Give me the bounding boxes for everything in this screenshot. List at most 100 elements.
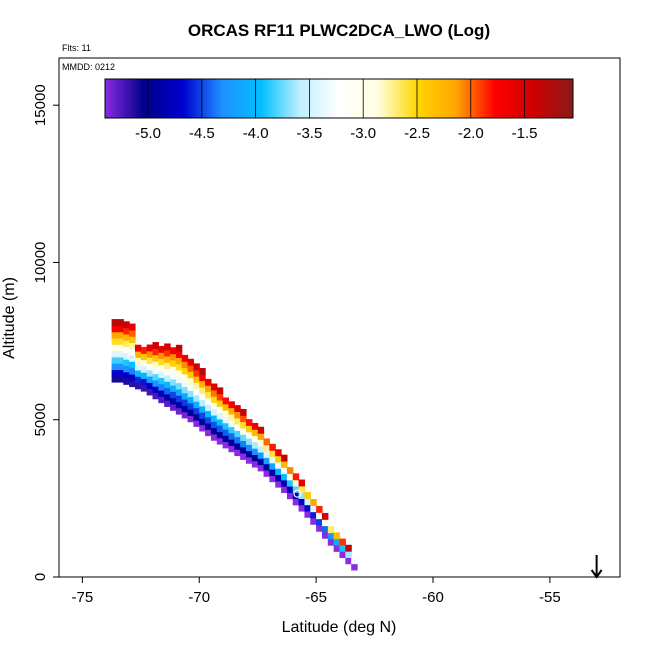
data-cell: [310, 505, 317, 513]
data-cell: [298, 498, 306, 506]
plot-area: MMDD: 0212: [58, 57, 621, 579]
data-cell: [123, 371, 130, 379]
data-cell: [351, 557, 358, 565]
data-cell: [170, 347, 177, 355]
data-cell: [263, 469, 270, 477]
colorbar-tick-label: -2.0: [458, 125, 484, 142]
data-cell: [175, 369, 183, 377]
data-cell: [175, 395, 183, 403]
data-cell: [234, 405, 241, 413]
data-cell: [140, 372, 148, 380]
data-cell: [333, 544, 341, 552]
data-cell: [333, 538, 341, 546]
data-cell: [216, 387, 224, 395]
data-cell: [228, 432, 235, 440]
data-cell: [216, 399, 224, 407]
data-cell: [269, 456, 276, 464]
data-cell: [210, 414, 218, 422]
data-cell: [164, 387, 171, 395]
data-cell: [246, 437, 253, 445]
data-cell: [281, 467, 288, 475]
data-cell: [175, 388, 183, 396]
flights-label: Flts: 11: [62, 43, 91, 53]
data-cell: [216, 437, 224, 445]
data-cell: [275, 455, 282, 463]
data-cell: [170, 385, 177, 392]
data-cell: [292, 498, 300, 506]
x-tick-label: -70: [188, 589, 210, 606]
data-cell: [117, 369, 124, 377]
data-cell: [240, 453, 247, 460]
data-cell: [193, 369, 200, 377]
data-cell: [129, 380, 136, 388]
data-cell: [111, 363, 119, 370]
data-cell: [210, 421, 218, 429]
data-cell: [158, 389, 165, 397]
data-cell: [281, 479, 288, 487]
colorbar-tick-label: -1.5: [512, 125, 538, 142]
data-cell: [205, 391, 212, 399]
data-cell: [281, 460, 288, 468]
data-cell: [316, 505, 323, 513]
data-cell: [310, 511, 317, 519]
data-cell: [129, 336, 136, 344]
data-cell: [251, 448, 259, 455]
data-cell: [187, 402, 195, 410]
data-cell: [228, 445, 235, 453]
data-cell: [152, 342, 159, 349]
data-cell: [216, 418, 224, 426]
data-cell: [275, 461, 282, 469]
colorbar-tick-label: -5.0: [135, 125, 161, 142]
data-cell: [339, 538, 346, 546]
data-cell: [170, 378, 177, 386]
y-tick-label: 10000: [32, 242, 49, 284]
data-cell: [222, 403, 230, 411]
data-cell: [152, 386, 159, 393]
data-cell: [286, 467, 294, 475]
data-cell: [246, 444, 253, 452]
data-cell: [310, 498, 317, 506]
data-cell: [257, 439, 265, 447]
data-cell: [164, 349, 171, 357]
data-cell: [117, 356, 124, 364]
data-cell: [140, 346, 148, 354]
data-cell: [222, 435, 230, 443]
data-cell: [251, 422, 259, 430]
data-cell: [129, 348, 136, 356]
plot-frame: [58, 57, 621, 578]
data-cell: [146, 375, 154, 383]
data-cell: [146, 382, 154, 390]
data-cell: [123, 321, 130, 329]
data-cell: [158, 371, 165, 378]
data-cell: [339, 551, 346, 559]
data-cell: [152, 354, 159, 362]
data-cell: [234, 430, 241, 438]
data-cell: [275, 480, 282, 488]
data-cell: [228, 407, 235, 415]
data-cell: [327, 532, 335, 540]
data-cell: [140, 365, 148, 373]
data-cell: [134, 382, 142, 390]
data-cell: [216, 425, 224, 432]
data-cell: [170, 372, 177, 380]
data-cell: [327, 526, 335, 534]
y-axis-label: Altitude (m): [1, 277, 18, 359]
data-cell: [158, 383, 165, 391]
colorbar: -5.0 -4.5 -4.0 -3.5 -3.0 -2.5 -2.0 -1.5: [104, 78, 574, 142]
data-cell: [310, 517, 317, 525]
data-cell: [222, 410, 230, 417]
data-cell: [129, 373, 136, 381]
data-cell: [257, 464, 265, 472]
data-cell: [117, 319, 124, 326]
data-cell: [240, 408, 247, 416]
data-cell: [175, 357, 183, 365]
data-cell: [216, 406, 224, 414]
data-cell: [152, 348, 159, 356]
data-cell: [240, 421, 247, 429]
data-cell: [187, 415, 195, 423]
y-tick-label: 5000: [32, 403, 49, 436]
data-cell: [111, 375, 119, 383]
data-cell: [316, 524, 323, 532]
data-cell: [158, 345, 165, 353]
data-cell: [170, 403, 177, 411]
